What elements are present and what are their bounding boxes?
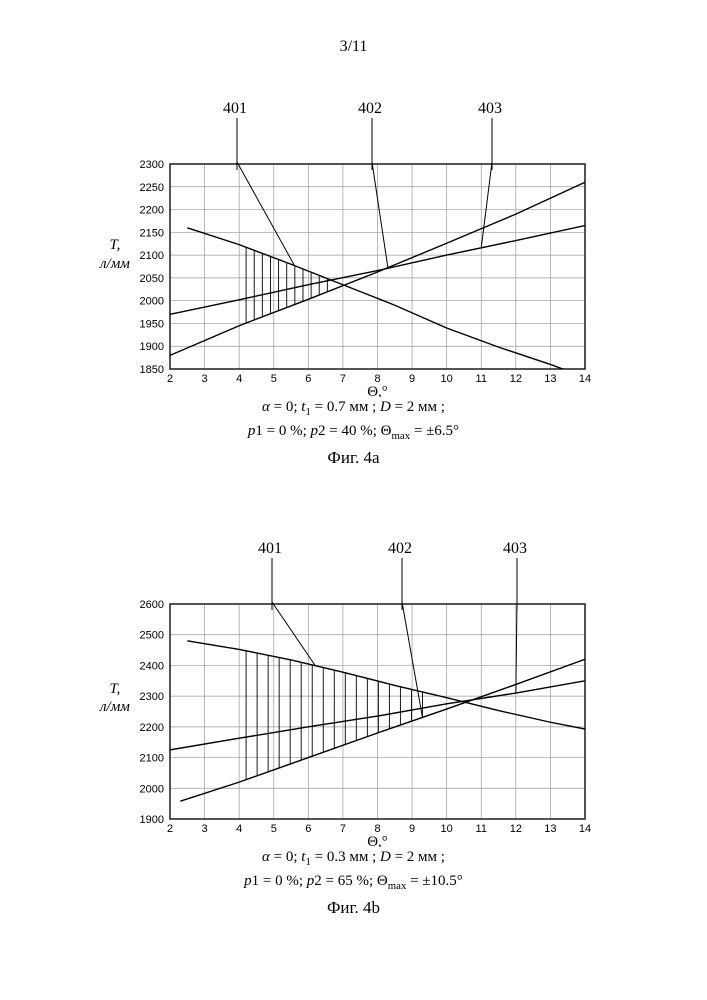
svg-text:4: 4 bbox=[236, 373, 242, 385]
svg-text:2200: 2200 bbox=[140, 722, 164, 734]
svg-text:1950: 1950 bbox=[140, 318, 164, 330]
figure-4b-block: 401 402 403 T,л/мм 234567891011121314190… bbox=[0, 540, 707, 918]
svg-text:7: 7 bbox=[340, 373, 346, 385]
svg-text:2250: 2250 bbox=[140, 182, 164, 194]
svg-text:1850: 1850 bbox=[140, 364, 164, 376]
figure-4a-callouts: 401 402 403 bbox=[0, 100, 707, 158]
params-line1: α = 0; t1 = 0.7 мм ; D = 2 мм ; bbox=[0, 397, 707, 421]
svg-text:14: 14 bbox=[579, 823, 591, 835]
svg-text:5: 5 bbox=[271, 823, 277, 835]
svg-text:2500: 2500 bbox=[140, 630, 164, 642]
svg-text:1900: 1900 bbox=[140, 341, 164, 353]
figure-4a-caption: Фиг. 4a bbox=[0, 448, 707, 468]
svg-text:2000: 2000 bbox=[140, 296, 164, 308]
svg-text:9: 9 bbox=[409, 823, 415, 835]
svg-text:1900: 1900 bbox=[140, 814, 164, 826]
svg-text:11: 11 bbox=[476, 373, 487, 385]
figure-4a-ylabel: T,л/мм bbox=[100, 236, 130, 274]
svg-text:13: 13 bbox=[544, 823, 556, 835]
svg-text:2050: 2050 bbox=[140, 273, 164, 285]
svg-text:10: 10 bbox=[441, 373, 453, 385]
svg-text:3: 3 bbox=[202, 823, 208, 835]
svg-text:13: 13 bbox=[544, 373, 556, 385]
svg-text:2: 2 bbox=[167, 373, 173, 385]
svg-text:2150: 2150 bbox=[140, 227, 164, 239]
figure-4b-caption: Фиг. 4b bbox=[0, 898, 707, 918]
svg-text:4: 4 bbox=[236, 823, 242, 835]
svg-text:2200: 2200 bbox=[140, 205, 164, 217]
params-line1: α = 0; t1 = 0.3 мм ; D = 2 мм ; bbox=[0, 847, 707, 871]
svg-text:2100: 2100 bbox=[140, 753, 164, 765]
svg-text:11: 11 bbox=[476, 823, 487, 835]
svg-text:Θ,°: Θ,° bbox=[367, 384, 388, 397]
svg-text:12: 12 bbox=[510, 373, 522, 385]
svg-text:10: 10 bbox=[441, 823, 453, 835]
svg-text:2300: 2300 bbox=[140, 691, 164, 703]
params-line2: p1 = 0 %; p2 = 65 %; Θmax = ±10.5° bbox=[0, 871, 707, 895]
figure-4b-params: α = 0; t1 = 0.3 мм ; D = 2 мм ; p1 = 0 %… bbox=[0, 847, 707, 894]
svg-text:Θ,°: Θ,° bbox=[367, 834, 388, 847]
svg-text:12: 12 bbox=[510, 823, 522, 835]
params-line2: p1 = 0 %; p2 = 40 %; Θmax = ±6.5° bbox=[0, 421, 707, 445]
svg-text:2400: 2400 bbox=[140, 660, 164, 672]
svg-text:9: 9 bbox=[409, 373, 415, 385]
svg-text:6: 6 bbox=[305, 823, 311, 835]
svg-text:2: 2 bbox=[167, 823, 173, 835]
page: 3/11 401 402 403 T,л/мм 2345678910111213… bbox=[0, 0, 707, 1000]
figure-4b-callouts: 401 402 403 bbox=[0, 540, 707, 598]
svg-text:3: 3 bbox=[202, 373, 208, 385]
svg-text:6: 6 bbox=[305, 373, 311, 385]
svg-text:2100: 2100 bbox=[140, 250, 164, 262]
svg-text:14: 14 bbox=[579, 373, 591, 385]
svg-text:2000: 2000 bbox=[140, 783, 164, 795]
svg-text:7: 7 bbox=[340, 823, 346, 835]
figure-4a-params: α = 0; t1 = 0.7 мм ; D = 2 мм ; p1 = 0 %… bbox=[0, 397, 707, 444]
figure-4b-ylabel: T,л/мм bbox=[100, 680, 130, 718]
figure-4a-block: 401 402 403 T,л/мм 234567891011121314185… bbox=[0, 100, 707, 468]
figure-4b-chart: 2345678910111213141900200021002200230024… bbox=[134, 598, 591, 847]
page-number: 3/11 bbox=[0, 38, 707, 56]
figure-4a-chart: 2345678910111213141850190019502000205021… bbox=[134, 158, 591, 397]
svg-text:5: 5 bbox=[271, 373, 277, 385]
